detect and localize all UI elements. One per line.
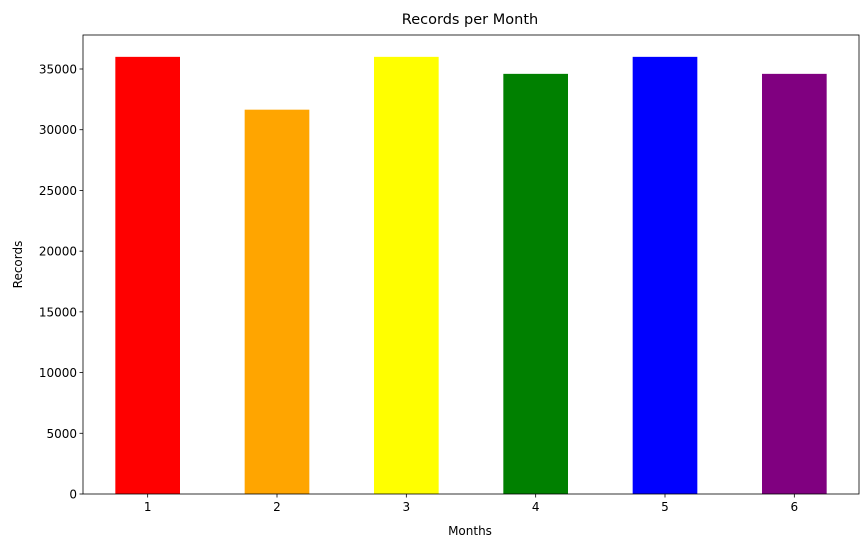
chart-title: Records per Month bbox=[402, 12, 538, 28]
x-tick-label-4: 4 bbox=[532, 500, 540, 514]
bar-2 bbox=[244, 109, 310, 494]
x-tick-label-1: 1 bbox=[144, 500, 152, 514]
y-tick-label-5000: 5000 bbox=[46, 427, 77, 441]
bar-4 bbox=[503, 73, 568, 494]
x-axis-label: Months bbox=[448, 524, 492, 538]
x-tick-label-2: 2 bbox=[273, 500, 281, 514]
bar-1 bbox=[115, 56, 180, 494]
bar-3 bbox=[374, 56, 439, 494]
y-tick-label-35000: 35000 bbox=[39, 63, 77, 77]
y-tick-label-25000: 25000 bbox=[39, 184, 77, 198]
y-tick-label-20000: 20000 bbox=[39, 245, 77, 259]
x-tick-label-3: 3 bbox=[403, 500, 411, 514]
y-tick-label-0: 0 bbox=[69, 488, 77, 502]
y-tick-label-15000: 15000 bbox=[39, 305, 77, 319]
plot-frame bbox=[82, 34, 860, 495]
plot-area: 1 2 3 4 5 6 0 5000 10000 15000 20000 25000 30000 3500… bbox=[39, 56, 827, 514]
bar-5 bbox=[632, 56, 698, 494]
bar-6 bbox=[762, 73, 827, 494]
y-axis-label: Records bbox=[11, 241, 25, 289]
y-tick-label-10000: 10000 bbox=[39, 366, 77, 380]
y-tick-label-30000: 30000 bbox=[39, 123, 77, 137]
x-tick-label-6: 6 bbox=[791, 500, 799, 514]
x-tick-label-5: 5 bbox=[661, 500, 669, 514]
